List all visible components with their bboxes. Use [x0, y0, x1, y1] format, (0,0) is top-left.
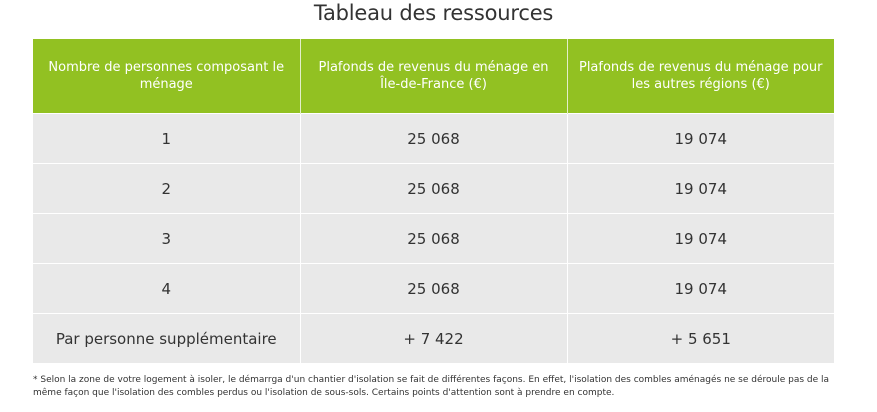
cell-idf-ceiling: 25 068	[300, 213, 568, 264]
cell-household-size: 4	[33, 263, 301, 314]
cell-other-regions-ceiling: 19 074	[567, 263, 834, 314]
cell-other-regions-ceiling: 19 074	[567, 113, 834, 164]
cell-idf-ceiling: 25 068	[300, 113, 568, 164]
page-title: Tableau des ressources	[313, 1, 554, 25]
cell-household-size: 1	[33, 113, 301, 164]
cell-other-regions-ceiling: 19 074	[567, 213, 834, 264]
table-row: 1 25 068 19 074	[33, 113, 834, 164]
resources-table: Nombre de personnes composant le ménage …	[33, 39, 834, 363]
cell-household-size: Par personne supplémentaire	[33, 313, 301, 363]
header-other-regions-ceiling: Plafonds de revenus du ménage pour les a…	[567, 39, 834, 114]
header-household-size: Nombre de personnes composant le ménage	[33, 39, 301, 114]
cell-idf-ceiling: 25 068	[300, 163, 568, 214]
header-idf-ceiling: Plafonds de revenus du ménage en Île-de-…	[300, 39, 568, 114]
table-row: 2 25 068 19 074	[33, 163, 834, 214]
table-row: 4 25 068 19 074	[33, 263, 834, 314]
cell-household-size: 3	[33, 213, 301, 264]
cell-other-regions-ceiling: + 5 651	[567, 313, 834, 363]
table-row: Par personne supplémentaire + 7 422 + 5 …	[33, 313, 834, 363]
table-header-row: Nombre de personnes composant le ménage …	[33, 39, 834, 114]
cell-idf-ceiling: 25 068	[300, 263, 568, 314]
cell-idf-ceiling: + 7 422	[300, 313, 568, 363]
cell-other-regions-ceiling: 19 074	[567, 163, 834, 214]
table-row: 3 25 068 19 074	[33, 213, 834, 264]
cell-household-size: 2	[33, 163, 301, 214]
footnote: * Selon la zone de votre logement à isol…	[33, 375, 830, 398]
